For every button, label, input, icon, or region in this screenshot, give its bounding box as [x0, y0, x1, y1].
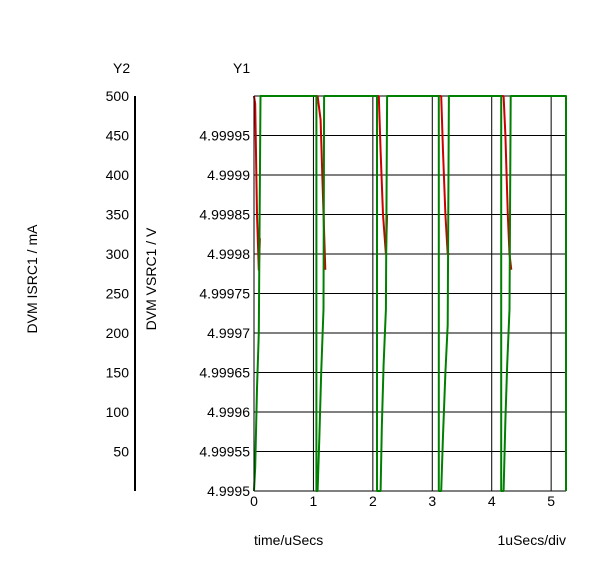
y1-tick-label: 4.99975: [199, 286, 250, 302]
x-tick-label: 3: [428, 493, 436, 509]
x-tick-label: 5: [547, 493, 555, 509]
y1-tick-label: 4.99995: [199, 128, 250, 144]
y1-tick-label: 4.9997: [207, 325, 250, 341]
y1-tick-label: 4.9999: [207, 167, 250, 183]
y2-tick-label: 150: [106, 365, 130, 381]
axes: [134, 96, 255, 491]
y2-tick-label: 450: [106, 128, 130, 144]
y2-tick-label: 200: [106, 325, 130, 341]
y2-tick-label: 400: [106, 167, 130, 183]
y1-tick-label: 4.9996: [207, 404, 250, 420]
x-tick-label: 0: [250, 493, 258, 509]
x-tick-label: 4: [488, 493, 496, 509]
y2-series-line: [253, 95, 567, 492]
grid: [253, 95, 567, 492]
y2-tick-label: 500: [106, 88, 130, 104]
x-tick-label: 1: [310, 493, 318, 509]
y1-axis-label: DVM VSRC1 / V: [143, 227, 159, 330]
x-scale-label: 1uSecs/div: [498, 532, 566, 548]
y1-tick-label: 4.9998: [207, 246, 250, 262]
y2-axis-tag: Y2: [113, 60, 130, 76]
y2-tick-label: 350: [106, 207, 130, 223]
y1-tick-label: 4.99965: [199, 365, 250, 381]
y2-tick-label: 100: [106, 404, 130, 420]
y1-tick-label: 4.9995: [207, 483, 250, 499]
series-layer: [253, 95, 567, 492]
x-tick-label: 2: [369, 493, 377, 509]
y2-tick-label: 300: [106, 246, 130, 262]
x-axis-label: time/uSecs: [254, 532, 323, 548]
y1-axis-tag: Y1: [233, 60, 250, 76]
y1-tick-label: 4.99955: [199, 444, 250, 460]
y1-tick-label: 4.99985: [199, 207, 250, 223]
tick-labels: 4.9995 4.99955 4.9996 4.99965 4.9997 4.99975 4…: [106, 88, 556, 509]
y2-tick-label: 50: [113, 444, 129, 460]
y2-tick-label: 250: [106, 286, 130, 302]
y2-axis-label: DVM ISRC1 / mA: [24, 224, 40, 334]
